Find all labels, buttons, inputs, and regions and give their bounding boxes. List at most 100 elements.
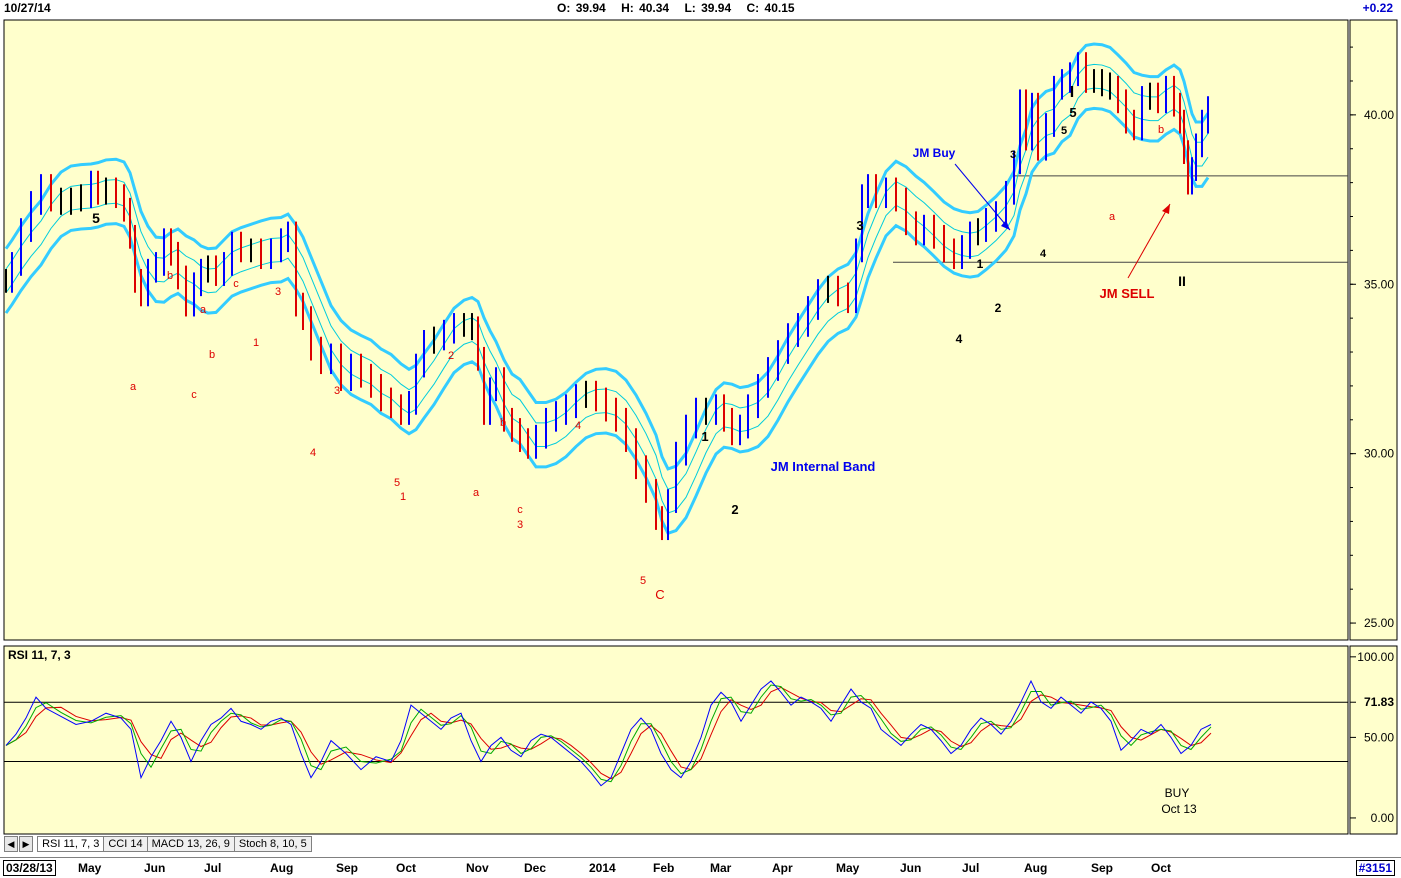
month-label: Dec <box>524 861 547 875</box>
wave-label: JM Internal Band <box>771 459 876 474</box>
price-axis-bg <box>1349 19 1398 641</box>
wave-label: 2 <box>448 350 454 362</box>
wave-label: b <box>500 417 506 429</box>
rsi-signal-green <box>5 684 1212 783</box>
tab-prev-button[interactable]: ◀ <box>4 836 18 852</box>
month-label: Jul <box>204 861 222 875</box>
month-label: Mar <box>710 861 732 875</box>
wave-label: 2 <box>995 301 1002 315</box>
jm-sell-arrowhead <box>1162 204 1170 214</box>
open-value: 39.94 <box>575 1 606 15</box>
month-label: Aug <box>1024 861 1048 875</box>
month-label: Aug <box>270 861 294 875</box>
wave-label: b <box>167 270 173 282</box>
month-label: Apr <box>772 861 793 875</box>
wave-label: 5 <box>1069 105 1076 120</box>
open-label: O: <box>557 1 571 15</box>
wave-label: 5 <box>640 575 646 587</box>
rsi-axis-ticks: 100.00 71.83 50.00 0.00 <box>4 650 1394 825</box>
band-upper <box>4 42 1210 471</box>
wave-label: b <box>1158 124 1164 136</box>
chart-code: #3151 <box>1355 860 1395 876</box>
month-label: Sep <box>1091 861 1114 875</box>
start-date[interactable]: 03/28/13 <box>3 860 56 876</box>
close-label: C: <box>746 1 760 15</box>
month-label: Oct <box>396 861 417 875</box>
time-axis-bar: 03/28/13 May Jun Jul Aug Sep Oct Nov Dec… <box>0 857 1401 878</box>
rsi-signal-red <box>5 686 1212 780</box>
y-tick-label: 100.00 <box>1357 650 1394 664</box>
close-value: 40.15 <box>764 1 795 15</box>
current-date: 10/27/14 <box>4 1 51 15</box>
y-tick-label: 30.00 <box>1364 447 1394 461</box>
tab-macd[interactable]: MACD 13, 26, 9 <box>146 836 235 852</box>
price-axis-ticks: 40.00 35.00 30.00 25.00 <box>893 46 1394 630</box>
month-label: Nov <box>466 861 489 875</box>
price-change: +0.22 <box>1362 1 1393 15</box>
tab-cci[interactable]: CCI 14 <box>103 836 148 852</box>
wave-label: 5 <box>92 210 100 226</box>
wave-label: 3 <box>517 519 523 531</box>
wave-label: c <box>517 504 523 516</box>
low-label: L: <box>684 1 696 15</box>
top-info-bar: 10/27/14 O: 39.94 H: 40.34 L: 39.94 C: 4… <box>0 0 1401 16</box>
jm-buy-arrow <box>954 163 1011 231</box>
y-tick-label: 35.00 <box>1364 277 1394 291</box>
tab-next-button[interactable]: ▶ <box>19 836 33 852</box>
month-label: Jun <box>900 861 922 875</box>
month-label: Feb <box>653 861 675 875</box>
wave-label: 5 <box>394 477 400 489</box>
wave-label: b <box>209 349 215 361</box>
tab-stoch[interactable]: Stoch 8, 10, 5 <box>233 836 312 852</box>
price-panel-bg <box>3 19 1349 641</box>
wave-label: 4 <box>1040 248 1047 260</box>
wave-label: 4 <box>575 420 581 432</box>
wave-label: 1 <box>400 491 406 503</box>
wave-label: 1 <box>253 337 259 349</box>
wave-label: a <box>1109 211 1116 223</box>
band-inner-upper <box>5 63 1209 490</box>
rsi-panel-bg <box>3 645 1349 835</box>
wave-label: II <box>1178 273 1186 289</box>
y-tick-label: 40.00 <box>1364 108 1394 122</box>
wave-label: 1 <box>977 257 984 271</box>
low-value: 39.94 <box>701 1 732 15</box>
wave-label: 3 <box>856 218 863 233</box>
wave-label: 1 <box>701 429 708 444</box>
y-tick-label: 50.00 <box>1364 730 1394 744</box>
rsi-annotations: BUY Oct 13 <box>1161 786 1197 816</box>
month-label: Jul <box>962 861 980 875</box>
wave-label: 3 <box>1010 149 1016 161</box>
month-label: May <box>836 861 860 875</box>
month-label: Oct <box>1151 861 1172 875</box>
wave-label: c <box>191 389 197 401</box>
wave-label: 4 <box>310 447 316 459</box>
wave-label: 3 <box>334 385 340 397</box>
jm-buy-arrowhead <box>1001 220 1010 230</box>
jm-sell-arrow <box>1127 203 1171 279</box>
rsi-annotation: Oct 13 <box>1161 802 1197 816</box>
rsi-panel-title: RSI 11, 7, 3 <box>8 648 71 662</box>
month-label: May <box>78 861 102 875</box>
wave-label: a <box>473 487 480 499</box>
high-value: 40.34 <box>639 1 670 15</box>
wave-label: I <box>1070 84 1074 101</box>
month-label: Sep <box>336 861 359 875</box>
wave-label: C <box>655 587 664 602</box>
ohlc-readout: O: 39.94 H: 40.34 L: 39.94 C: 40.15 <box>557 1 805 15</box>
y-tick-label: 0.00 <box>1371 811 1395 825</box>
rsi-annotation: BUY <box>1165 786 1190 800</box>
rsi-axis-bg <box>1349 645 1398 835</box>
indicator-tabs: ◀ ▶ RSI 11, 7, 3 CCI 14 MACD 13, 26, 9 Stoch… <box>4 836 312 852</box>
wave-label: c <box>233 278 239 290</box>
rsi-line <box>5 679 1212 787</box>
rsi-series <box>5 679 1212 787</box>
wave-label: 5 <box>1061 125 1067 137</box>
wave-label: 4 <box>956 332 963 346</box>
tab-rsi[interactable]: RSI 11, 7, 3 <box>37 836 105 852</box>
wave-label: JM Buy <box>913 146 956 160</box>
band-lower <box>4 106 1210 536</box>
wave-label: 3 <box>275 286 281 298</box>
month-label: 2014 <box>589 861 616 875</box>
